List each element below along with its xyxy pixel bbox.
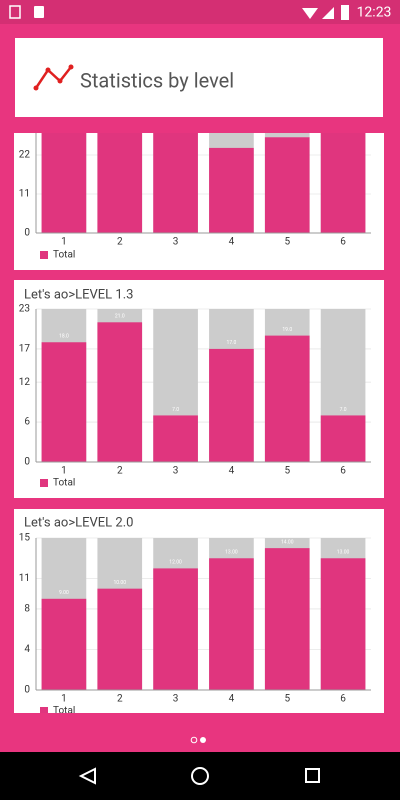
data-label: 19.0 [282, 327, 292, 333]
home-button[interactable] [191, 767, 209, 785]
legend-label: Total [53, 250, 75, 261]
data-label: 7.0 [340, 407, 347, 413]
data-label: 18.0 [59, 334, 69, 340]
x-tick-label: 1 [61, 466, 67, 477]
legend-swatch [40, 707, 48, 713]
chart-title: Let's ao>LEVEL 1.3 [24, 287, 133, 302]
y-tick-label: 15 [19, 533, 31, 544]
data-label: 13.00 [225, 550, 238, 556]
header-icon [34, 66, 72, 89]
page-dot[interactable] [200, 737, 206, 743]
header-icon [33, 85, 39, 91]
y-tick-label: 8 [24, 604, 30, 615]
x-tick-label: 2 [117, 237, 123, 248]
x-tick-label: 2 [117, 694, 123, 705]
x-tick-label: 2 [117, 466, 123, 477]
data-label: 21.0 [115, 314, 125, 320]
bar [320, 133, 366, 233]
data-label: 13.00 [337, 550, 350, 556]
data-label: 12.00 [169, 560, 182, 566]
y-tick-label: 6 [24, 417, 30, 428]
chart-title: Let's ao>LEVEL 2.0 [24, 515, 133, 530]
x-tick-label: 5 [284, 466, 290, 477]
bar [153, 415, 198, 462]
data-label: 14.00 [281, 539, 294, 545]
wifi-icon [302, 8, 318, 19]
x-tick-label: 4 [229, 466, 235, 477]
bar [320, 415, 366, 462]
x-tick-label: 6 [340, 466, 346, 477]
x-tick-label: 6 [340, 237, 346, 248]
bar [209, 558, 254, 690]
bar [264, 137, 310, 233]
bar [97, 588, 143, 690]
bar [41, 342, 87, 462]
bar [209, 147, 254, 233]
status-bar [0, 0, 400, 24]
bar [264, 335, 310, 462]
y-tick-label: 12 [19, 377, 31, 388]
x-tick-label: 4 [229, 694, 235, 705]
signal-icon [322, 7, 334, 19]
bar [264, 548, 310, 690]
x-tick-label: 5 [284, 694, 290, 705]
bar [209, 348, 254, 462]
battery-icon [341, 5, 349, 20]
y-tick-label: 22 [19, 150, 31, 161]
bar [153, 133, 198, 233]
y-tick-label: 0 [24, 685, 30, 696]
x-tick-label: 6 [340, 694, 346, 705]
x-tick-label: 5 [284, 237, 290, 248]
status-icon [9, 5, 21, 19]
header-icon [45, 67, 51, 73]
chart: 0112233123456Total [19, 133, 371, 261]
data-label: 9.00 [59, 590, 69, 596]
legend-swatch [40, 479, 48, 487]
x-tick-label: 4 [229, 237, 235, 248]
bar [97, 133, 143, 233]
y-tick-label: 0 [24, 457, 30, 468]
y-tick-label: 11 [19, 189, 30, 200]
x-tick-label: 3 [173, 466, 179, 477]
x-tick-label: 1 [61, 237, 67, 248]
legend-label: Total [53, 478, 75, 489]
legend-label: Total [53, 706, 75, 717]
header-icon [57, 78, 63, 84]
bar [153, 568, 198, 690]
y-tick-label: 23 [19, 304, 30, 315]
charts: 0112233123456TotalLet's ao>LEVEL 1.30612… [14, 133, 384, 717]
clock: 12:23 [357, 5, 392, 21]
y-tick-label: 0 [24, 228, 30, 239]
x-tick-label: 3 [173, 694, 179, 705]
header-card [15, 38, 383, 117]
bar [97, 322, 143, 462]
chart: Let's ao>LEVEL 1.3 0 6 12 17 23 18.0 1 21.0 2 7.0 3… [19, 287, 371, 489]
x-tick-label: 1 [61, 694, 67, 705]
bar [41, 133, 87, 233]
chart: Let's ao>LEVEL 2.0 0 4 8 11 15 9.00 1 10.00 2 12.0… [19, 515, 371, 717]
recents-button[interactable] [305, 768, 320, 783]
back-button[interactable] [78, 767, 96, 785]
y-tick-label: 11 [19, 573, 30, 584]
nav-bar [0, 752, 400, 800]
x-tick-label: 3 [173, 237, 179, 248]
y-tick-label: 17 [19, 344, 31, 355]
header-title: Statistics by level [80, 68, 234, 92]
bar [41, 598, 87, 690]
status-icon [34, 6, 44, 18]
y-tick-label: 4 [24, 644, 30, 655]
data-label: 17.0 [227, 340, 237, 346]
header-icon [68, 64, 74, 70]
page-dot[interactable] [190, 736, 198, 744]
legend-swatch [40, 251, 48, 259]
data-label: 10.00 [113, 580, 126, 586]
bar [320, 558, 366, 690]
data-label: 7.0 [172, 407, 179, 413]
